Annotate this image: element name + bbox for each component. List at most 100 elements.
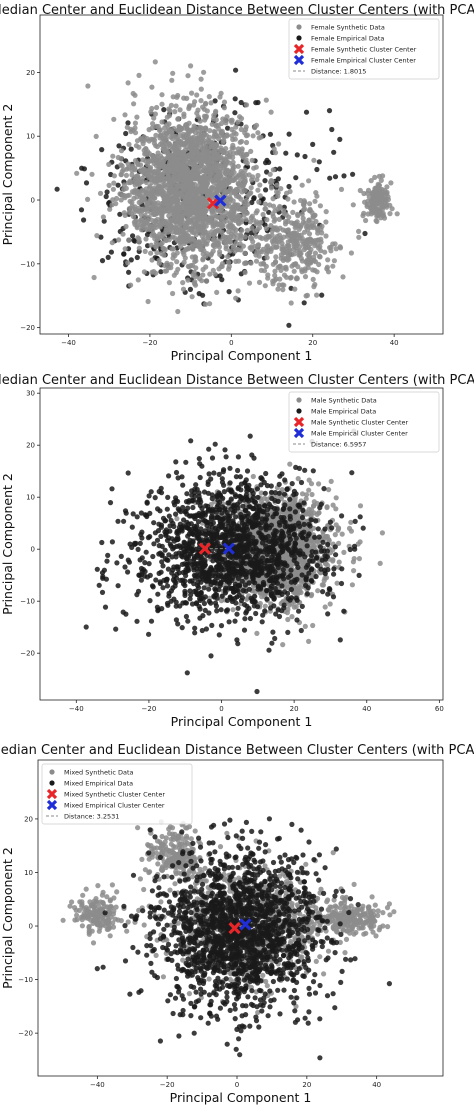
scatter-point <box>233 216 239 222</box>
scatter-point <box>188 262 194 269</box>
scatter-point <box>238 115 245 122</box>
scatter-point <box>329 126 335 133</box>
scatter-point <box>306 254 312 260</box>
scatter-point <box>153 221 159 227</box>
scatter-point <box>163 130 170 136</box>
scatter-point <box>289 263 295 269</box>
scatter-point <box>197 118 203 124</box>
scatter-point <box>120 231 126 237</box>
scatter-point <box>357 187 363 194</box>
scatter-point <box>280 257 286 263</box>
scatter-point <box>173 195 179 201</box>
scatter-point <box>191 102 197 108</box>
scatter-point <box>214 190 220 196</box>
scatter-point <box>311 499 317 505</box>
scatter-point <box>161 107 167 113</box>
scatter-point <box>201 69 207 75</box>
scatter-point <box>152 111 158 117</box>
scatter-point <box>108 249 114 255</box>
scatter-point <box>121 251 127 257</box>
scatter-point <box>228 185 234 192</box>
scatter-point <box>203 253 209 259</box>
scatter-point <box>138 577 144 583</box>
scatter-point <box>255 130 261 136</box>
scatter-point <box>138 227 145 233</box>
scatter-point <box>228 190 234 196</box>
scatter-point <box>325 257 331 263</box>
scatter-point <box>368 178 374 184</box>
scatter-point <box>198 98 204 104</box>
scatter-point <box>113 201 119 207</box>
scatter-point <box>97 190 104 196</box>
legend-synthetic-swatch <box>296 24 302 30</box>
scatter-point <box>265 272 271 278</box>
scatter-point <box>323 209 329 215</box>
scatter-point <box>203 223 209 229</box>
scatter-point <box>189 149 195 155</box>
scatter-point <box>314 166 320 173</box>
scatter-point <box>187 103 193 109</box>
scatter-point <box>145 205 151 211</box>
scatter-point <box>239 227 245 233</box>
scatter-point <box>141 166 147 172</box>
scatter-point <box>233 240 239 246</box>
scatter-point <box>200 164 207 170</box>
scatter-point <box>383 200 389 206</box>
scatter-point <box>135 235 141 241</box>
scatter-point <box>310 141 316 147</box>
scatter-point <box>211 148 218 154</box>
scatter-point <box>296 608 302 614</box>
scatter-point <box>163 268 170 274</box>
scatter-point <box>199 182 205 189</box>
scatter-point <box>180 204 186 211</box>
scatter-point <box>299 572 305 578</box>
scatter-point <box>338 186 345 192</box>
scatter-point <box>243 260 249 266</box>
scatter-point <box>150 231 156 237</box>
scatter-point <box>309 491 315 498</box>
scatter-point <box>194 92 200 98</box>
scatter-point <box>205 169 211 175</box>
scatter-point <box>341 173 347 179</box>
scatter-point <box>230 159 236 165</box>
scatter-point <box>174 259 180 265</box>
scatter-point <box>237 232 243 238</box>
scatter-point <box>111 116 117 122</box>
scatter-point <box>115 182 121 188</box>
scatter-point <box>209 185 215 191</box>
scatter-point <box>211 236 217 242</box>
scatter-point <box>187 186 193 192</box>
scatter-point <box>274 182 280 188</box>
scatter-point <box>144 232 151 238</box>
scatter-point <box>260 211 266 218</box>
scatter-point <box>195 173 201 179</box>
x-tick-label: 40 <box>390 339 399 347</box>
scatter-point <box>136 239 142 245</box>
scatter-point <box>180 164 187 170</box>
scatter-point <box>166 237 172 243</box>
scatter-point <box>324 504 330 511</box>
scatter-point <box>302 274 309 280</box>
scatter-point <box>181 133 187 140</box>
scatter-point <box>302 240 308 246</box>
scatter-point <box>159 251 165 257</box>
scatter-point <box>249 199 255 206</box>
chart-title: Median Center and Euclidean Distance Bet… <box>0 3 474 18</box>
scatter-point <box>258 267 264 273</box>
scatter-point <box>362 230 368 237</box>
scatter-point <box>242 250 248 256</box>
scatter-point <box>209 121 215 127</box>
scatter-point <box>323 233 329 239</box>
scatter-point <box>242 269 248 276</box>
scatter-point <box>186 207 192 213</box>
scatter-point <box>232 136 238 142</box>
scatter-point <box>153 243 159 249</box>
legend-entry: Distance: 1.8015 <box>311 67 366 75</box>
scatter-point <box>278 252 284 258</box>
scatter-point <box>288 300 294 306</box>
scatter-point <box>162 230 168 237</box>
scatter-point <box>356 228 362 234</box>
scatter-point <box>128 282 134 288</box>
scatter-point <box>176 172 182 178</box>
scatter-point <box>264 255 270 261</box>
